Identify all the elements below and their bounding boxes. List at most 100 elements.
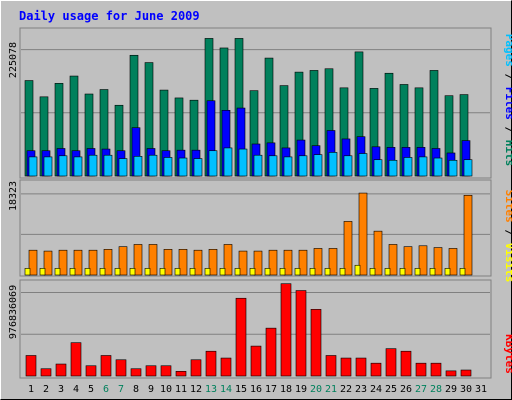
visits-bar-day-2 (39, 268, 46, 276)
sites-bar-day-1 (28, 249, 38, 276)
sites-bar-day-3 (58, 249, 68, 276)
hits-y-tick-label: 225078 (8, 42, 19, 78)
kbytes-legend: KBytes (503, 334, 512, 374)
pages-bar-day-1 (28, 156, 38, 177)
x-tick-label-21: 21 (325, 384, 337, 395)
kbytes-bar-day-16 (250, 345, 262, 377)
x-tick-label-8: 8 (133, 384, 139, 395)
legend-files: Files (503, 87, 512, 120)
kbytes-bar-day-7 (115, 359, 127, 377)
x-tick-label-19: 19 (295, 384, 307, 395)
visits-bar-day-17 (264, 268, 271, 276)
visits-legend: Sites / Visits (503, 190, 512, 283)
visits-bar-day-5 (84, 268, 91, 276)
x-tick-label-10: 10 (160, 384, 172, 395)
visits-bar-day-21 (324, 268, 331, 276)
x-tick-label-7: 7 (118, 384, 124, 395)
kbytes-bar-day-11 (175, 370, 187, 377)
kbytes-bar-day-8 (130, 368, 142, 377)
kbytes-bar-day-26 (400, 350, 412, 377)
x-tick-label-24: 24 (370, 384, 382, 395)
legend-hits: Hits (503, 140, 512, 167)
x-tick-label-26: 26 (400, 384, 412, 395)
pages-bar-day-9 (148, 154, 158, 177)
sites-bar-day-9 (148, 244, 158, 276)
kbytes-bar-day-10 (160, 365, 172, 377)
sites-bar-day-12 (193, 249, 203, 276)
visits-bar-day-24 (369, 268, 376, 276)
sites-bar-day-22 (343, 221, 353, 276)
pages-bar-day-6 (103, 154, 113, 177)
sites-bar-day-28 (433, 247, 443, 276)
kbytes-bar-day-4 (70, 342, 82, 377)
chart-marks (21, 38, 490, 377)
kbytes-bar-day-22 (340, 357, 352, 377)
sites-bar-day-11 (178, 249, 188, 276)
visits-bar-day-4 (69, 268, 76, 276)
pages-bar-day-29 (448, 159, 458, 177)
x-tick-label-23: 23 (355, 384, 367, 395)
sites-bar-day-17 (268, 249, 278, 276)
x-tick-label-25: 25 (385, 384, 397, 395)
sites-bar-day-10 (163, 249, 173, 276)
x-tick-label-22: 22 (340, 384, 352, 395)
kbytes-bar-day-14 (220, 357, 232, 377)
pages-bar-day-2 (43, 156, 53, 177)
pages-bar-day-4 (73, 156, 83, 177)
visits-bar-day-11 (174, 268, 181, 276)
x-tick-label-2: 2 (43, 384, 49, 395)
kbytes-y-tick-label: 976836069 (8, 285, 19, 339)
hits-legend: Pages / Files / Hits (503, 34, 512, 167)
visits-bar-day-1 (24, 268, 31, 276)
x-tick-label-16: 16 (250, 384, 262, 395)
visits-bar-day-10 (159, 268, 166, 276)
sites-bar-day-23 (358, 192, 368, 276)
visits-bar-day-26 (399, 268, 406, 276)
sites-bar-day-14 (223, 244, 233, 276)
kbytes-bar-day-1 (25, 355, 37, 377)
visits-bar-day-6 (99, 268, 106, 276)
sites-bar-day-5 (88, 249, 98, 276)
pages-bar-day-20 (313, 154, 323, 177)
kbytes-bar-day-23 (355, 357, 367, 377)
x-tick-labels: 1 2 3 4 5 6 7 8 9 10 11 12 13 14 15 16 17 18 19 20 21 22 23 24 2… (28, 384, 487, 395)
sites-bar-day-24 (373, 230, 383, 276)
x-tick-label-28: 28 (430, 384, 442, 395)
x-tick-label-15: 15 (235, 384, 247, 395)
x-tick-label-11: 11 (175, 384, 187, 395)
pages-bar-day-27 (418, 156, 428, 177)
kbytes-bar-day-25 (385, 348, 397, 377)
kbytes-bar-day-21 (325, 355, 337, 377)
visits-bar-day-8 (129, 268, 136, 276)
x-tick-label-13: 13 (205, 384, 217, 395)
legend-visits: Visits (503, 243, 512, 283)
visits-bar-day-15 (234, 268, 241, 276)
x-tick-label-9: 9 (148, 384, 154, 395)
sites-bar-day-27 (418, 245, 428, 276)
x-tick-label-18: 18 (280, 384, 292, 395)
kbytes-bar-day-13 (205, 350, 217, 377)
pages-bar-day-18 (283, 156, 293, 177)
visits-bar-day-22 (339, 268, 346, 276)
visits-bar-day-28 (429, 268, 436, 276)
sites-bar-day-4 (73, 249, 83, 276)
pages-bar-day-15 (238, 148, 248, 177)
pages-bar-day-8 (133, 156, 143, 177)
visits-bar-day-25 (384, 268, 391, 276)
kbytes-bar-day-20 (310, 309, 322, 377)
kbytes-bar-day-2 (40, 368, 52, 377)
pages-bar-day-5 (88, 154, 98, 177)
sites-bar-day-15 (238, 250, 248, 276)
legend-kbytes: KBytes (503, 334, 512, 374)
pages-bar-day-7 (118, 158, 128, 177)
pages-bar-day-19 (298, 155, 308, 177)
pages-bar-day-12 (193, 158, 203, 177)
kbytes-bar-day-9 (145, 365, 157, 377)
kbytes-bar-day-15 (235, 297, 247, 377)
sites-bar-day-26 (403, 246, 413, 276)
x-tick-label-17: 17 (265, 384, 277, 395)
sites-bar-day-21 (328, 248, 338, 276)
sites-bar-day-13 (208, 249, 218, 276)
kbytes-bar-day-3 (55, 363, 67, 377)
